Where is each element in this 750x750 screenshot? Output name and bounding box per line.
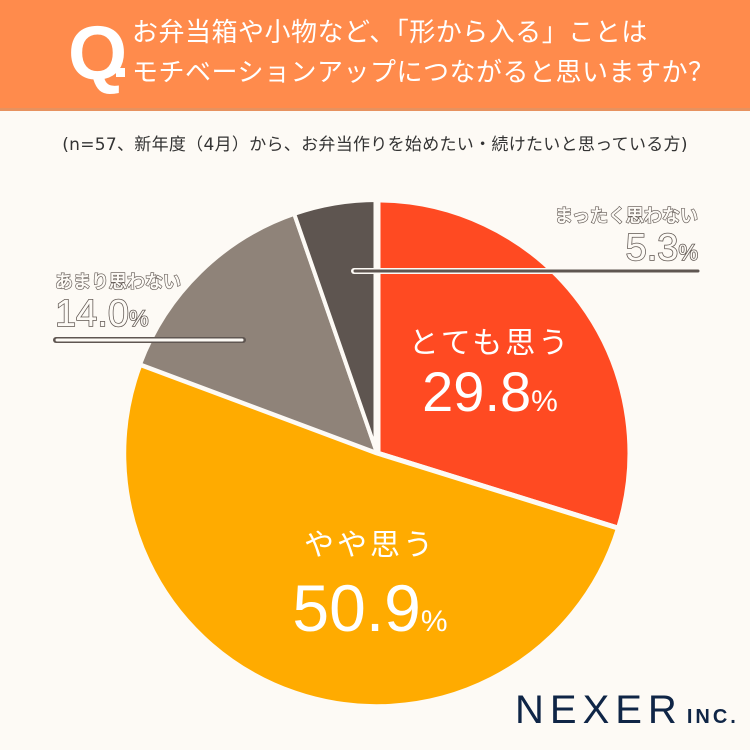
question-line-1: お弁当箱や小物など、「形から入る」ことは — [132, 18, 648, 48]
label-somewhat: やや思う 50.9% — [255, 520, 485, 658]
label-value: 29.8% — [422, 360, 558, 423]
q-mark: Q — [68, 11, 127, 96]
label-value: 50.9% — [292, 571, 448, 645]
brand-name: NEXER — [515, 688, 683, 732]
label-value: 14.0% — [54, 293, 149, 335]
label-very-much: とても思う 29.8% — [395, 318, 585, 432]
sample-note: (n=57、新年度（4月）から、お弁当作りを始めたい・続けたいと思っている方) — [62, 135, 688, 155]
label-value: 5.3% — [625, 227, 699, 269]
slice-somewhat — [121, 361, 621, 710]
slice-very-much — [374, 197, 633, 531]
question-header: Q お弁当箱や小物など、「形から入る」ことは モチベーションアップにつながると思… — [0, 0, 750, 111]
nexer-logo: NEXER INC. — [515, 688, 739, 733]
label-not-much: あまり思わない 14.0% — [54, 268, 181, 339]
label-not-at-all: まったく思わない 5.3% — [548, 202, 699, 273]
label-name: あまり思わない — [54, 271, 181, 293]
q-dot-icon — [116, 68, 125, 77]
slice-not-much — [138, 211, 379, 455]
label-name: とても思う — [408, 326, 572, 361]
label-name: まったく思わない — [554, 205, 698, 227]
brand-suffix: INC. — [686, 706, 739, 728]
question-line-2: モチベーションアップにつながると思いますか？ — [132, 58, 715, 88]
label-name: やや思う — [304, 528, 436, 563]
